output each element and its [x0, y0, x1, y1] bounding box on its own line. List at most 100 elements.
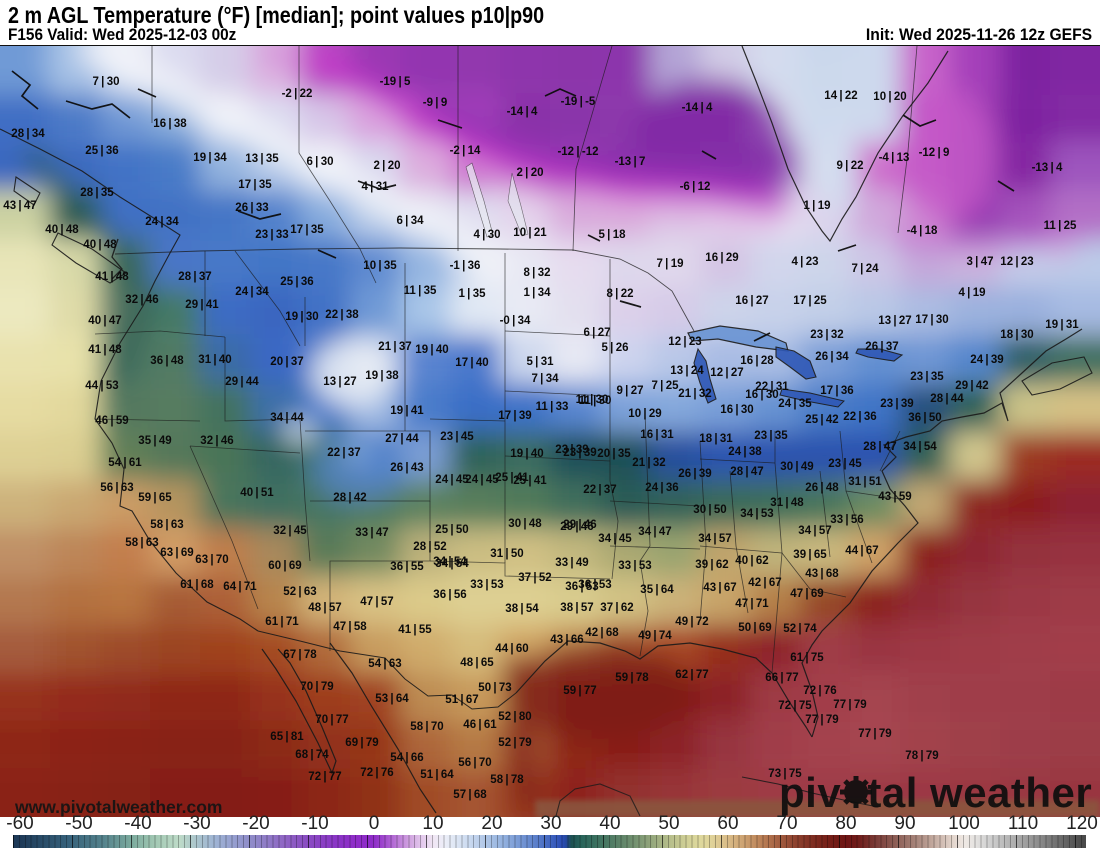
svg-text:38 | 54: 38 | 54	[505, 603, 539, 615]
svg-text:8 | 32: 8 | 32	[523, 267, 550, 279]
svg-text:44 | 53: 44 | 53	[85, 380, 118, 392]
svg-text:19 | 40: 19 | 40	[415, 344, 448, 356]
svg-text:17 | 25: 17 | 25	[793, 295, 827, 307]
svg-text:28 | 34: 28 | 34	[11, 128, 45, 140]
svg-text:38 | 57: 38 | 57	[560, 602, 593, 614]
svg-text:17 | 30: 17 | 30	[915, 314, 948, 326]
svg-text:19 | 40: 19 | 40	[510, 448, 543, 460]
svg-text:33 | 47: 33 | 47	[355, 527, 388, 539]
svg-text:27 | 44: 27 | 44	[385, 433, 419, 445]
svg-text:42 | 67: 42 | 67	[748, 577, 781, 589]
svg-text:-12 | 9: -12 | 9	[919, 147, 950, 159]
svg-text:62 | 77: 62 | 77	[675, 669, 708, 681]
svg-text:-9 | 9: -9 | 9	[423, 97, 447, 109]
svg-text:30 | 48: 30 | 48	[508, 518, 542, 530]
svg-text:16 | 30: 16 | 30	[720, 404, 753, 416]
svg-text:34 | 47: 34 | 47	[638, 526, 671, 538]
svg-text:11 | 30: 11 | 30	[576, 394, 609, 406]
svg-text:59 | 65: 59 | 65	[138, 492, 172, 504]
svg-text:32 | 45: 32 | 45	[273, 525, 307, 537]
svg-text:34 | 45: 34 | 45	[598, 533, 632, 545]
svg-text:26 | 37: 26 | 37	[865, 341, 898, 353]
svg-text:41 | 55: 41 | 55	[398, 624, 432, 636]
svg-text:58 | 63: 58 | 63	[125, 537, 158, 549]
svg-text:9 | 27: 9 | 27	[616, 385, 643, 397]
svg-text:36 | 53: 36 | 53	[578, 579, 611, 591]
svg-text:25 | 36: 25 | 36	[85, 145, 118, 157]
svg-text:2 | 20: 2 | 20	[516, 167, 543, 179]
svg-text:54 | 63: 54 | 63	[368, 658, 401, 670]
svg-text:69 | 79: 69 | 79	[345, 737, 378, 749]
svg-text:19 | 38: 19 | 38	[365, 370, 399, 382]
svg-text:25 | 50: 25 | 50	[435, 524, 468, 536]
svg-text:47 | 71: 47 | 71	[735, 598, 769, 610]
svg-text:17 | 35: 17 | 35	[238, 179, 272, 191]
svg-text:23 | 32: 23 | 32	[810, 329, 843, 341]
svg-text:31 | 51: 31 | 51	[848, 476, 882, 488]
svg-text:20 | 37: 20 | 37	[270, 356, 303, 368]
svg-text:35 | 64: 35 | 64	[640, 584, 674, 596]
svg-text:42 | 68: 42 | 68	[585, 627, 619, 639]
svg-text:34 | 57: 34 | 57	[698, 533, 731, 545]
svg-text:72 | 76: 72 | 76	[803, 685, 836, 697]
svg-text:17 | 36: 17 | 36	[820, 385, 853, 397]
svg-text:32 | 46: 32 | 46	[200, 435, 233, 447]
svg-text:54 | 66: 54 | 66	[390, 752, 423, 764]
svg-text:51 | 67: 51 | 67	[445, 694, 478, 706]
svg-text:36 | 50: 36 | 50	[908, 412, 941, 424]
svg-text:22 | 36: 22 | 36	[843, 411, 876, 423]
svg-text:46 | 61: 46 | 61	[463, 719, 497, 731]
svg-text:60 | 69: 60 | 69	[268, 560, 301, 572]
svg-text:19 | 34: 19 | 34	[193, 152, 227, 164]
svg-text:24 | 35: 24 | 35	[778, 398, 812, 410]
svg-text:41 | 48: 41 | 48	[88, 344, 122, 356]
svg-text:47 | 58: 47 | 58	[333, 621, 367, 633]
svg-text:24 | 39: 24 | 39	[970, 354, 1003, 366]
svg-text:77 | 79: 77 | 79	[833, 699, 866, 711]
svg-text:52 | 63: 52 | 63	[283, 586, 316, 598]
svg-text:66 | 77: 66 | 77	[765, 672, 798, 684]
svg-text:-13 | 4: -13 | 4	[1032, 162, 1063, 174]
svg-text:4 | 23: 4 | 23	[791, 256, 818, 268]
svg-text:59 | 78: 59 | 78	[615, 672, 649, 684]
svg-text:73 | 75: 73 | 75	[768, 768, 802, 780]
svg-text:18 | 31: 18 | 31	[699, 433, 733, 445]
svg-text:6 | 27: 6 | 27	[583, 327, 610, 339]
svg-text:10 | 21: 10 | 21	[513, 227, 547, 239]
svg-text:9 | 22: 9 | 22	[836, 160, 863, 172]
svg-text:63 | 69: 63 | 69	[160, 547, 193, 559]
svg-text:www.pivotalweather.com: www.pivotalweather.com	[14, 797, 222, 817]
svg-text:46 | 59: 46 | 59	[95, 415, 128, 427]
svg-text:23 | 35: 23 | 35	[910, 371, 944, 383]
svg-text:72 | 76: 72 | 76	[360, 767, 393, 779]
svg-text:33 | 53: 33 | 53	[470, 579, 503, 591]
svg-text:50 | 69: 50 | 69	[738, 622, 771, 634]
svg-text:-4 | 13: -4 | 13	[879, 152, 910, 164]
svg-text:52 | 79: 52 | 79	[498, 737, 531, 749]
svg-text:48 | 57: 48 | 57	[308, 602, 341, 614]
svg-text:5 | 31: 5 | 31	[526, 356, 554, 368]
svg-text:-4 | 18: -4 | 18	[907, 225, 938, 237]
svg-text:28 | 47: 28 | 47	[863, 441, 896, 453]
svg-text:23 | 35: 23 | 35	[754, 430, 788, 442]
svg-text:58 | 63: 58 | 63	[150, 519, 183, 531]
svg-text:2 | 20: 2 | 20	[373, 160, 400, 172]
svg-text:5 | 26: 5 | 26	[601, 342, 628, 354]
svg-text:78 | 79: 78 | 79	[905, 750, 938, 762]
svg-text:4 | 19: 4 | 19	[958, 287, 985, 299]
svg-text:17 | 35: 17 | 35	[290, 224, 324, 236]
svg-text:43 | 67: 43 | 67	[703, 582, 736, 594]
svg-text:7 | 30: 7 | 30	[92, 76, 119, 88]
svg-text:28 | 35: 28 | 35	[80, 187, 114, 199]
svg-text:23 | 45: 23 | 45	[828, 458, 862, 470]
svg-text:11 | 35: 11 | 35	[404, 285, 437, 297]
svg-text:37 | 62: 37 | 62	[600, 602, 633, 614]
svg-text:25 | 42: 25 | 42	[805, 414, 838, 426]
svg-text:52 | 80: 52 | 80	[498, 711, 531, 723]
svg-text:50 | 73: 50 | 73	[478, 682, 511, 694]
svg-text:26 | 33: 26 | 33	[235, 202, 268, 214]
svg-text:44 | 60: 44 | 60	[495, 643, 528, 655]
svg-text:40 | 51: 40 | 51	[240, 487, 274, 499]
svg-text:68 | 74: 68 | 74	[295, 749, 329, 761]
svg-text:-14 | 4: -14 | 4	[682, 102, 713, 114]
